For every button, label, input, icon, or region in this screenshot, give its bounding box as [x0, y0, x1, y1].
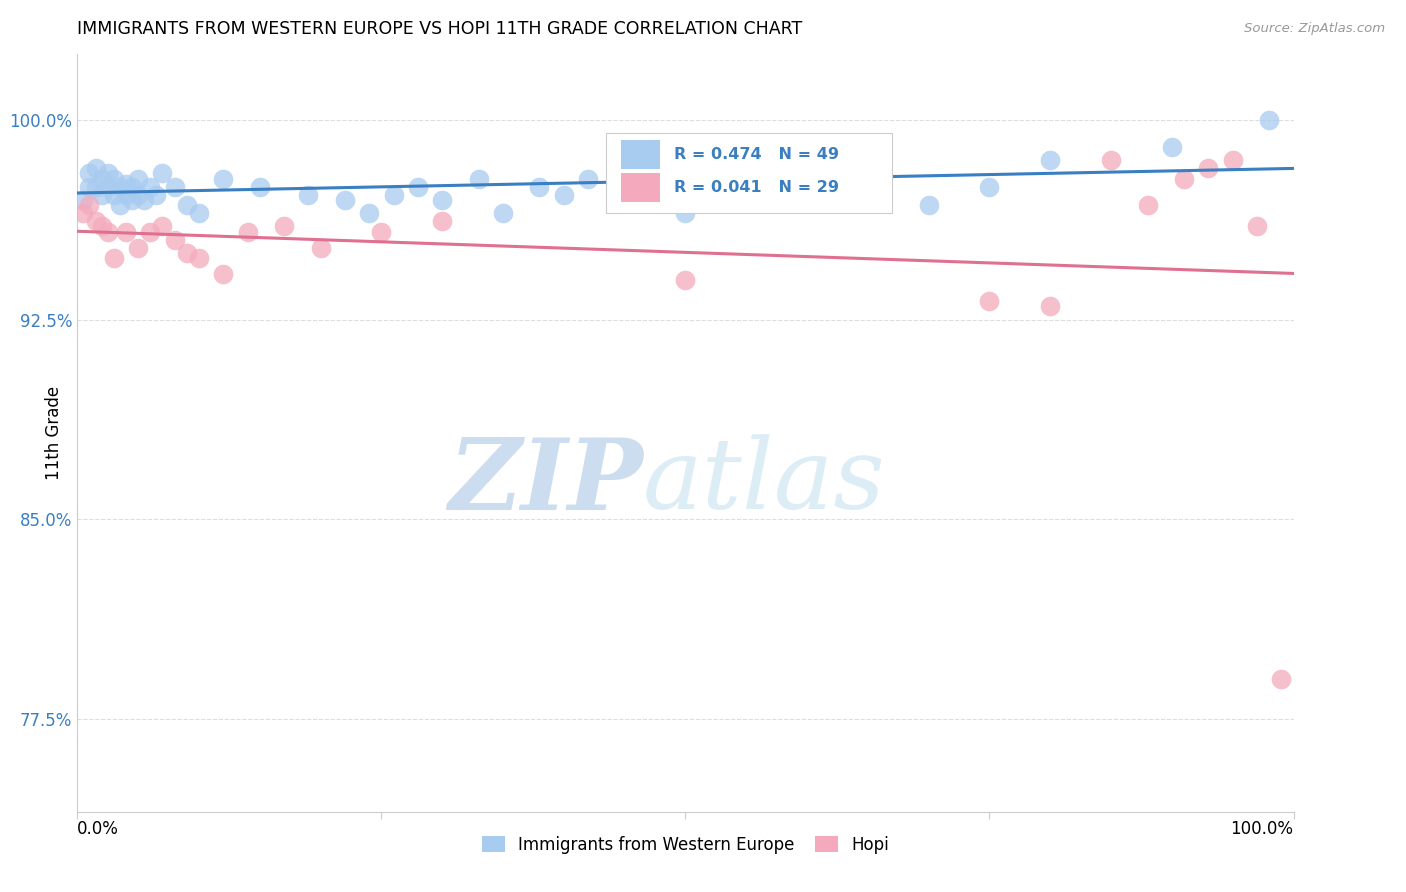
Point: [1246, 219, 1268, 234]
Point: [297, 187, 319, 202]
Point: [212, 171, 235, 186]
Legend: Immigrants from Western Europe, Hopi: Immigrants from Western Europe, Hopi: [475, 829, 896, 860]
Point: [97, 179, 120, 194]
Point: [152, 219, 174, 234]
Point: [1270, 672, 1292, 686]
Point: [90, 187, 112, 202]
Point: [1161, 139, 1184, 153]
Text: atlas: atlas: [643, 434, 886, 530]
Point: [918, 198, 941, 212]
Point: [212, 268, 235, 282]
Point: [79, 166, 101, 180]
Point: [359, 206, 381, 220]
Point: [735, 179, 758, 194]
Text: ZIP: ZIP: [449, 434, 643, 530]
Point: [163, 179, 186, 194]
Point: [72, 206, 94, 220]
Point: [121, 179, 143, 194]
Point: [84, 214, 107, 228]
Point: [188, 252, 211, 266]
Point: [176, 246, 198, 260]
Point: [529, 179, 551, 194]
Text: 0.0%: 0.0%: [77, 820, 120, 838]
Point: [72, 193, 94, 207]
Point: [79, 198, 101, 212]
Point: [856, 166, 879, 180]
Point: [103, 252, 125, 266]
Point: [97, 166, 120, 180]
Point: [1258, 113, 1281, 128]
Y-axis label: 11th Grade: 11th Grade: [45, 385, 63, 480]
Point: [90, 219, 112, 234]
Point: [979, 179, 1001, 194]
Point: [236, 225, 259, 239]
Point: [796, 193, 818, 207]
Point: [145, 187, 167, 202]
Point: [370, 225, 392, 239]
Point: [97, 225, 120, 239]
Point: [188, 206, 211, 220]
Point: [163, 233, 186, 247]
Bar: [621, 140, 659, 169]
Point: [139, 225, 162, 239]
Point: [127, 187, 149, 202]
Point: [115, 177, 138, 191]
Point: [333, 193, 356, 207]
Bar: [606, 133, 893, 213]
Point: [1136, 198, 1159, 212]
Point: [406, 179, 429, 194]
Point: [127, 241, 149, 255]
Point: [115, 225, 138, 239]
Text: 100.0%: 100.0%: [1230, 820, 1294, 838]
Point: [273, 219, 295, 234]
Point: [108, 179, 131, 194]
Text: R = 0.041   N = 29: R = 0.041 N = 29: [675, 180, 839, 195]
Point: [576, 171, 599, 186]
Point: [152, 166, 174, 180]
Point: [1197, 161, 1219, 175]
Point: [176, 198, 198, 212]
Point: [103, 171, 125, 186]
Point: [979, 293, 1001, 308]
Point: [430, 193, 453, 207]
Point: [134, 193, 156, 207]
Point: [675, 206, 697, 220]
Point: [1039, 299, 1062, 313]
Point: [90, 171, 112, 186]
Point: [613, 161, 636, 175]
Point: [675, 273, 697, 287]
Text: R = 0.474   N = 49: R = 0.474 N = 49: [675, 147, 839, 161]
Point: [553, 187, 575, 202]
Point: [1099, 153, 1122, 167]
Point: [84, 179, 107, 194]
Point: [467, 171, 489, 186]
Point: [127, 171, 149, 186]
Point: [492, 206, 515, 220]
Point: [139, 179, 162, 194]
Text: IMMIGRANTS FROM WESTERN EUROPE VS HOPI 11TH GRADE CORRELATION CHART: IMMIGRANTS FROM WESTERN EUROPE VS HOPI 1…: [77, 21, 803, 38]
Point: [108, 198, 131, 212]
Point: [382, 187, 405, 202]
Point: [249, 179, 271, 194]
Point: [1039, 153, 1062, 167]
Point: [121, 193, 143, 207]
Point: [1173, 171, 1195, 186]
Point: [309, 241, 332, 255]
Text: Source: ZipAtlas.com: Source: ZipAtlas.com: [1244, 22, 1385, 36]
Point: [1222, 153, 1244, 167]
Point: [79, 179, 101, 194]
Point: [103, 187, 125, 202]
Point: [430, 214, 453, 228]
Bar: [621, 173, 659, 202]
Point: [84, 161, 107, 175]
Point: [115, 187, 138, 202]
